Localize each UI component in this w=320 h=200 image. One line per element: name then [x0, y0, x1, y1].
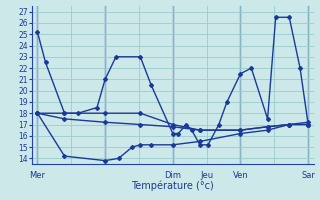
Text: Température (°c): Température (°c) — [132, 181, 214, 191]
Text: Sar: Sar — [301, 171, 315, 180]
Text: Ven: Ven — [233, 171, 248, 180]
Text: Dim: Dim — [164, 171, 181, 180]
Text: Jeu: Jeu — [200, 171, 213, 180]
Text: Mer: Mer — [29, 171, 45, 180]
